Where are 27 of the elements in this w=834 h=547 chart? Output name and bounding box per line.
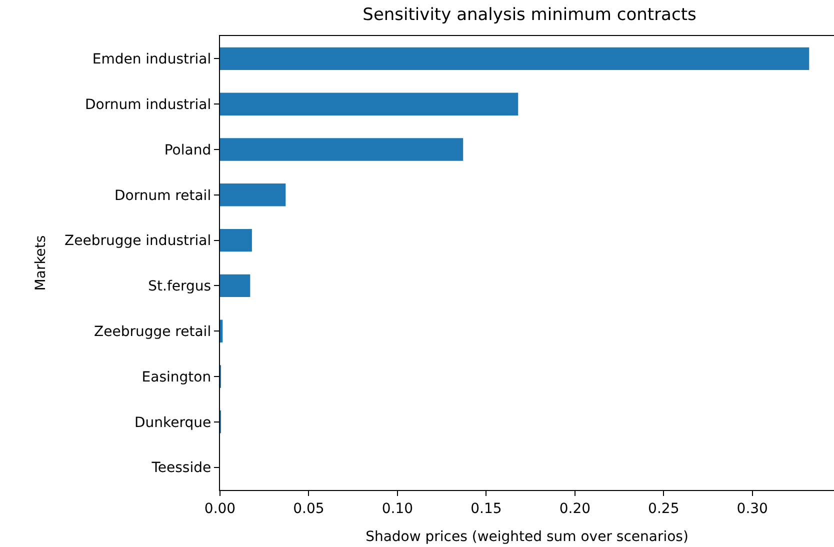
bar — [220, 320, 223, 342]
x-tick-label: 0.20 — [559, 500, 590, 517]
y-tick-label: Easington — [142, 369, 212, 386]
bar — [220, 92, 518, 116]
y-axis-title: Markets — [33, 235, 50, 291]
y-tick-label: Dornum industrial — [84, 97, 212, 113]
x-tick-label: 0.05 — [293, 500, 324, 517]
bar — [220, 47, 810, 70]
x-tick-label: 0.25 — [648, 500, 680, 517]
x-tick-label: 0.15 — [470, 500, 502, 517]
x-tick-label: 0.10 — [382, 500, 414, 517]
x-tick-label: 0.00 — [204, 500, 236, 517]
x-tick-label: 0.30 — [736, 500, 768, 517]
y-tick-label: St.fergus — [148, 278, 212, 295]
bar — [220, 228, 252, 252]
chart-title: Sensitivity analysis minimum contracts — [362, 5, 696, 26]
y-tick-label: Poland — [164, 142, 212, 158]
y-tick-label: Teesside — [150, 460, 212, 476]
y-tick-label: Zeebrugge industrial — [64, 233, 212, 250]
bar — [220, 184, 286, 206]
x-axis-title: Shadow prices (weighted sum over scenarios) — [366, 529, 688, 546]
y-tick-label: Zeebrugge retail — [94, 324, 212, 340]
y-tick-label: Dunkerque — [134, 414, 212, 431]
y-tick-label: Dornum retail — [114, 188, 212, 204]
y-tick-label: Emden industrial — [92, 52, 212, 68]
bar — [220, 138, 464, 161]
bar — [220, 274, 250, 298]
